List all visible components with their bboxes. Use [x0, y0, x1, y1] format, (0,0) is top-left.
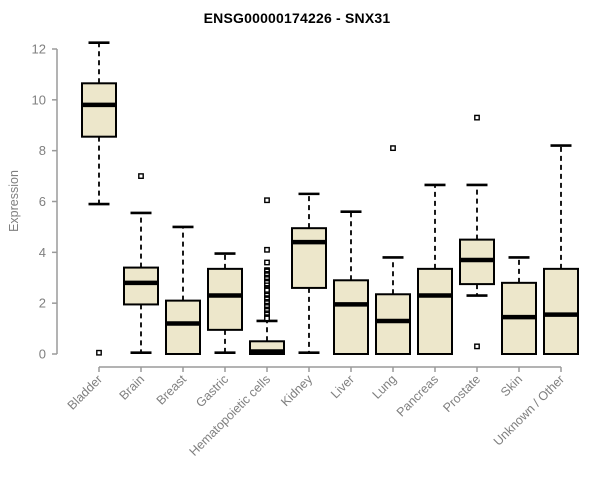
- y-tick-label: 12: [32, 41, 46, 56]
- box-prostate: [459, 114, 495, 350]
- x-tick-label: Prostate: [440, 372, 483, 415]
- box-breast: [165, 225, 201, 356]
- outlier-point: [138, 173, 144, 179]
- chart-title: ENSG00000174226 - SNX31: [203, 10, 391, 26]
- y-tick-label: 10: [32, 92, 46, 107]
- outlier-point: [474, 114, 480, 121]
- box-pancreas: [417, 183, 453, 356]
- iqr-box: [123, 266, 159, 306]
- iqr-box: [333, 279, 369, 355]
- outlier-point: [264, 246, 270, 253]
- x-tick-label: Bladder: [65, 372, 105, 412]
- x-tick-label: Liver: [328, 372, 357, 401]
- box-unknown-other: [543, 144, 579, 356]
- x-tick-label: Kidney: [278, 372, 315, 409]
- x-tick-label: Skin: [498, 372, 525, 399]
- x-tick-label: Unknown / Other: [491, 372, 567, 448]
- x-tick-label: Brain: [117, 372, 148, 403]
- box-hematopoietic-cells: [249, 197, 285, 356]
- box-skin: [501, 256, 537, 356]
- iqr-box: [375, 293, 411, 355]
- iqr-box: [207, 267, 243, 331]
- box-gastric: [207, 252, 243, 355]
- box-brain: [123, 173, 159, 355]
- iqr-box: [417, 267, 453, 356]
- y-tick-label: 4: [39, 245, 46, 260]
- box-bladder: [81, 41, 117, 356]
- x-tick-label: Gastric: [193, 372, 231, 410]
- outlier-point: [390, 145, 396, 152]
- outlier-point: [264, 259, 270, 266]
- y-axis-label: Expression: [7, 170, 21, 232]
- x-tick-label: Hematopoietic cells: [187, 372, 274, 459]
- box-liver: [333, 210, 369, 355]
- y-tick-label: 0: [39, 347, 46, 362]
- iqr-box: [165, 299, 201, 356]
- outlier-point: [264, 197, 270, 204]
- box-lung: [375, 145, 411, 355]
- outlier-point: [264, 315, 270, 322]
- y-tick-label: 8: [39, 143, 46, 158]
- y-tick-label: 2: [39, 296, 46, 311]
- iqr-box: [291, 227, 327, 289]
- x-tick-label: Pancreas: [394, 372, 441, 419]
- outlier-point: [96, 349, 102, 356]
- outlier-point: [474, 343, 480, 350]
- iqr-box: [543, 267, 579, 356]
- iqr-box: [81, 82, 117, 138]
- x-tick-label: Breast: [154, 372, 190, 408]
- x-tick-label: Lung: [370, 372, 400, 402]
- y-tick-label: 6: [39, 194, 46, 209]
- box-kidney: [291, 192, 327, 355]
